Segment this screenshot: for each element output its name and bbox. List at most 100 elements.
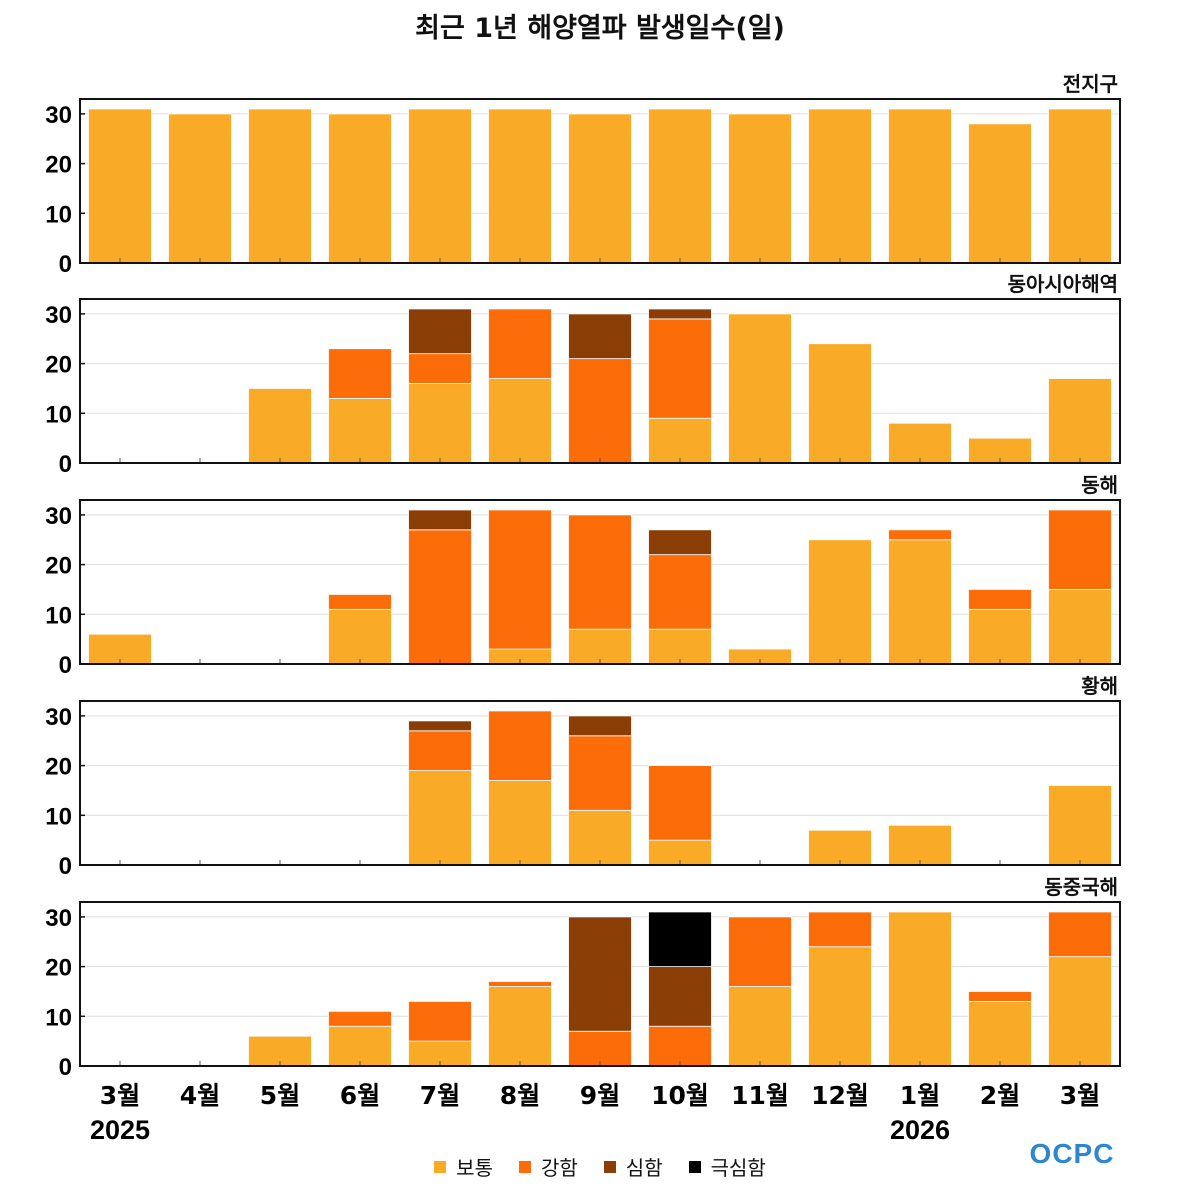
chart-title: 최근 1년 해양열파 발생일수(일) (415, 13, 785, 44)
legend-label-strong: 강함 (540, 1156, 578, 1180)
bar-segment (328, 397, 392, 464)
bar-segment (408, 720, 472, 732)
panel-label: 동아시아해역 (1008, 272, 1118, 296)
bar-segment (888, 529, 952, 541)
x-tick-label: 2월 (980, 1081, 1020, 1110)
bar-segment (648, 308, 712, 320)
year-label: 2025 (90, 1115, 150, 1145)
legend-label-extreme: 극심함 (710, 1156, 766, 1180)
bar-segment (648, 1025, 712, 1067)
panel-frame (79, 901, 1121, 1067)
bar-segment (968, 589, 1032, 610)
bar-segment (648, 529, 712, 556)
bar-segment (1048, 956, 1112, 1067)
bar-segment (808, 946, 872, 1067)
bar-segment (1048, 785, 1112, 866)
bar-segment (648, 911, 712, 968)
bar-segment (648, 966, 712, 1027)
bar-segment (568, 1030, 632, 1067)
bar-segment (888, 108, 952, 264)
year-label: 2026 (890, 1115, 950, 1145)
legend-item-severe: 심함 (603, 1152, 663, 1181)
bar-segment (488, 710, 552, 781)
y-tick-label: 0 (59, 251, 72, 278)
bar-segment (1048, 378, 1112, 464)
bar-segment (728, 113, 792, 264)
bar-segment (968, 1000, 1032, 1067)
bar-segment (328, 113, 392, 264)
bar-segment (248, 108, 312, 264)
panel-4: 0 10 20 30 동중국해 (45, 875, 1121, 1081)
bar-segment (648, 318, 712, 419)
bar-segment (808, 539, 872, 665)
bar-segment (968, 123, 1032, 264)
y-tick-label: 20 (45, 352, 72, 379)
bar-segment (488, 108, 552, 264)
x-tick-label: 1월 (900, 1081, 940, 1110)
bar-segment (408, 353, 472, 384)
bar-segment (808, 829, 872, 866)
bar-segment (488, 780, 552, 866)
x-tick-label: 9월 (580, 1081, 620, 1110)
bar-segment (328, 608, 392, 665)
y-tick-label: 0 (59, 652, 72, 679)
y-tick-label: 20 (45, 152, 72, 179)
y-tick-label: 20 (45, 553, 72, 580)
y-tick-label: 10 (45, 1004, 72, 1031)
bar-segment (328, 594, 392, 610)
x-tick-label: 12월 (811, 1081, 869, 1110)
y-tick-label: 0 (59, 1054, 72, 1081)
bar-segment (408, 383, 472, 464)
bar-segment (1048, 911, 1112, 958)
y-tick-label: 20 (45, 754, 72, 781)
panel-2: 0 10 20 30 동해 (45, 473, 1121, 679)
panel-frame (79, 298, 1121, 464)
bar-segment (728, 986, 792, 1067)
bar-segment (968, 991, 1032, 1002)
x-tick-label: 5월 (260, 1081, 300, 1110)
bar-segment (808, 911, 872, 948)
bar-segment (888, 824, 952, 866)
bar-segment (648, 765, 712, 841)
bar-segment (408, 730, 472, 771)
panel-label: 동중국해 (1044, 875, 1118, 899)
bar-segment (488, 509, 552, 650)
legend-label-severe: 심함 (625, 1156, 663, 1180)
bar-segment (568, 809, 632, 866)
legend-item-normal: 보통 (434, 1152, 493, 1181)
bar-segment (408, 770, 472, 866)
bar-segment (248, 388, 312, 464)
bar-segment (488, 981, 552, 987)
bar-segment (728, 916, 792, 987)
y-tick-label: 30 (45, 905, 72, 932)
bar-segment (408, 1000, 472, 1042)
bar-segment (168, 113, 232, 264)
x-tick-label: 10월 (651, 1081, 709, 1110)
x-tick-label: 6월 (340, 1081, 380, 1110)
x-tick-label: 3월 (1060, 1081, 1100, 1110)
bar-segment (968, 608, 1032, 665)
bar-segment (568, 313, 632, 360)
y-tick-label: 0 (59, 853, 72, 880)
legend-item-extreme: 극심함 (688, 1152, 766, 1181)
panel-label: 황해 (1081, 674, 1118, 698)
bar-segment (568, 916, 632, 1032)
x-tick-label: 8월 (500, 1081, 540, 1110)
panel-frame (79, 98, 1121, 264)
panel-0: 0 10 20 30 전지구 (45, 72, 1121, 278)
bar-segment (408, 509, 472, 531)
x-tick-label: 11월 (731, 1081, 789, 1110)
legend-label-normal: 보통 (456, 1156, 493, 1180)
bar-segment (568, 113, 632, 264)
panel-3: 0 10 20 30 황해 (45, 674, 1121, 880)
y-tick-label: 30 (45, 302, 72, 329)
ocpc-logo: OCPC (1030, 1138, 1114, 1169)
panel-1: 0 10 20 30 동아시아해역 (45, 272, 1121, 478)
bar-segment (888, 422, 952, 464)
y-tick-label: 30 (45, 503, 72, 530)
bar-segment (648, 628, 712, 665)
panel-label: 동해 (1081, 473, 1118, 497)
legend-swatch-extreme (688, 1160, 701, 1173)
ocpc-logo-text: OCPC (1030, 1138, 1114, 1169)
bar-segment (568, 735, 632, 811)
